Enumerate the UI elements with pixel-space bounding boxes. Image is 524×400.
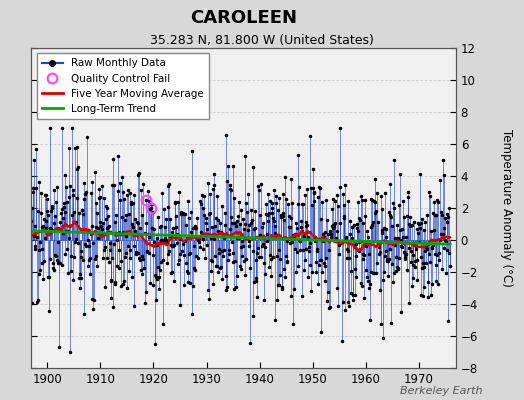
Text: Berkeley Earth: Berkeley Earth <box>400 386 482 396</box>
Text: 35.283 N, 81.800 W (United States): 35.283 N, 81.800 W (United States) <box>150 34 374 47</box>
Legend: Raw Monthly Data, Quality Control Fail, Five Year Moving Average, Long-Term Tren: Raw Monthly Data, Quality Control Fail, … <box>37 53 209 119</box>
Title: CAROLEEN: CAROLEEN <box>190 9 297 27</box>
Y-axis label: Temperature Anomaly (°C): Temperature Anomaly (°C) <box>500 129 514 287</box>
